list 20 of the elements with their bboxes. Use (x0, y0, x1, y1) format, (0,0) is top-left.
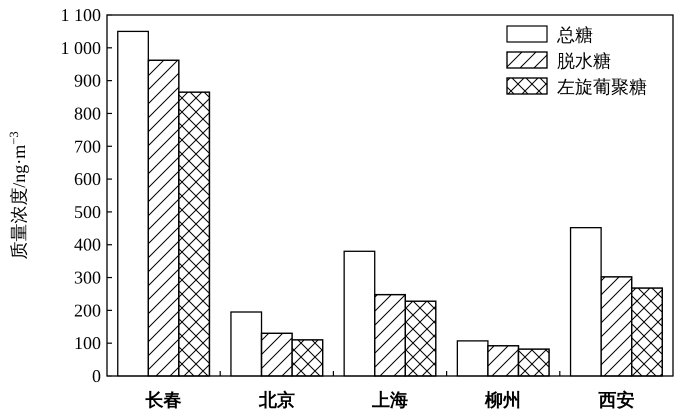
y-tick-label: 1 100 (60, 5, 101, 25)
y-tick-label: 1 000 (60, 38, 101, 58)
y-tick-label: 500 (74, 202, 101, 222)
x-tick-label: 上海 (371, 390, 408, 410)
x-tick-label: 北京 (258, 390, 295, 410)
legend-label: 总糖 (556, 25, 593, 45)
x-tick-label: 西安 (597, 390, 634, 410)
legend-label: 脱水糖 (557, 51, 611, 71)
y-tick-label: 700 (74, 136, 101, 156)
y-tick-label: 0 (92, 366, 101, 386)
y-tick-label: 300 (74, 268, 101, 288)
legend-label: 左旋葡聚糖 (557, 77, 647, 97)
x-tick-label: 柳州 (484, 390, 522, 410)
y-tick-label: 800 (74, 103, 101, 124)
y-tick-label: 200 (74, 300, 101, 320)
y-tick-label: 600 (74, 169, 101, 190)
x-tick-label: 长春 (144, 390, 182, 410)
y-tick-label: 400 (74, 234, 101, 255)
y-tick-label: 900 (74, 70, 101, 91)
y-tick-label: 100 (74, 333, 101, 354)
